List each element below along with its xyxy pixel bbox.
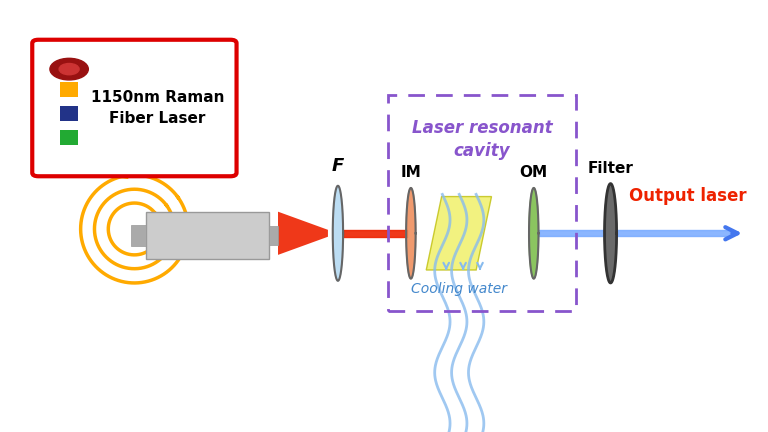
Polygon shape [529,188,538,279]
Bar [60,82,78,97]
Text: IM: IM [400,165,422,180]
Text: Filter: Filter [588,161,634,176]
Polygon shape [426,197,492,270]
Text: OM: OM [520,165,548,180]
Circle shape [50,58,88,80]
Text: Output laser: Output laser [628,187,746,205]
FancyBboxPatch shape [146,212,269,259]
Polygon shape [333,186,343,281]
Bar [60,106,78,121]
FancyBboxPatch shape [32,40,237,176]
Bar [269,226,278,245]
Text: F: F [332,157,344,175]
Bar [60,130,78,145]
Text: Laser resonant
cavity: Laser resonant cavity [412,119,552,160]
Circle shape [59,64,79,75]
Polygon shape [278,212,328,255]
Polygon shape [406,188,415,279]
Text: 1150nm Raman
Fiber Laser: 1150nm Raman Fiber Laser [91,90,224,126]
Bar [131,225,146,246]
Text: Cooling water: Cooling water [412,282,507,296]
Polygon shape [604,184,617,283]
